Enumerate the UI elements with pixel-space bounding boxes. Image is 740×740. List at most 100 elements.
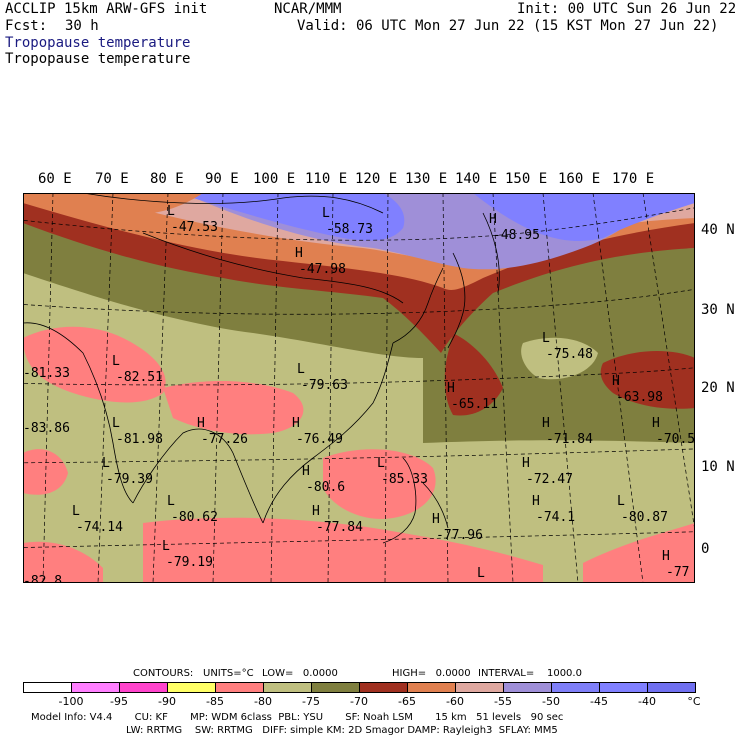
high-marker: H	[532, 494, 540, 509]
longitude-label: 80 E	[150, 171, 184, 187]
longitude-label: 140 E	[455, 171, 498, 187]
longitude-label: 130 E	[405, 171, 448, 187]
band-orange-patch	[23, 193, 203, 215]
init-time: Init: 00 UTC Sun 26 Jun 22	[517, 1, 737, 17]
high-marker: H	[662, 549, 670, 564]
extrema-value: -85.33	[381, 472, 428, 487]
legend-unit: °C	[687, 695, 701, 708]
high-marker: H	[292, 416, 300, 431]
low-marker: L	[167, 494, 175, 509]
light-patch-pacific	[521, 337, 598, 380]
legend-swatch	[551, 682, 600, 693]
extrema-value: -71.84	[546, 432, 593, 447]
latitude-label: 10 N	[701, 459, 735, 475]
forecast-label: Fcst:	[5, 18, 48, 34]
legend-tick-label: -70	[350, 695, 368, 708]
extrema-value: -47.53	[171, 220, 218, 235]
salmon-south-china-sea	[323, 449, 436, 519]
high-marker: H	[312, 504, 320, 519]
legend-swatch	[503, 682, 552, 693]
high-marker: H	[542, 416, 550, 431]
extrema-value: -82.8	[23, 574, 62, 583]
high-marker: H	[652, 416, 660, 431]
legend-swatch	[407, 682, 456, 693]
band-red-swirl	[444, 333, 503, 416]
extrema-value: -75.48	[546, 347, 593, 362]
extrema-value: -77.26	[201, 432, 248, 447]
legend-swatch	[359, 682, 408, 693]
extrema-value: -65.11	[451, 397, 498, 412]
tropopause-temperature-map: L-47.53L-58.73H-47.98H-48.95L-82.51L-79.…	[23, 193, 695, 583]
extrema-value: -47.98	[299, 262, 346, 277]
low-marker: L	[112, 354, 120, 369]
high-marker: H	[302, 464, 310, 479]
high-marker: H	[295, 246, 303, 261]
latitude-label: 30 N	[701, 302, 735, 318]
organization: NCAR/MMM	[274, 1, 342, 17]
map-frame	[23, 193, 695, 583]
extrema-value: -77.84	[316, 520, 363, 535]
legend-tick-label: -75	[302, 695, 320, 708]
legend-swatch	[263, 682, 312, 693]
extrema-value: -82.51	[116, 370, 163, 385]
extrema-value: -70.56	[656, 432, 695, 447]
extrema-value: -80.6	[306, 480, 345, 495]
longitude-label: 100 E	[253, 171, 296, 187]
legend-swatch	[599, 682, 648, 693]
extrema-value: -81.33	[23, 366, 70, 381]
extrema-value: -79.19	[166, 555, 213, 570]
contours-label: CONTOURS:	[133, 668, 194, 679]
contours-units: UNITS=°C	[203, 668, 254, 679]
model-info-line-1: Model Info: V4.4 CU: KF MP: WDM 6class P…	[31, 712, 564, 723]
low-marker: L	[377, 456, 385, 471]
legend-tick-label: -90	[158, 695, 176, 708]
longitude-label: 60 E	[38, 171, 72, 187]
low-marker: L	[112, 416, 120, 431]
legend-tick-label: -100	[58, 695, 84, 708]
low-marker: L	[102, 456, 110, 471]
map-extrema-labels: L-47.53L-58.73H-47.98H-48.95L-82.51L-79.…	[23, 204, 695, 583]
legend-tick-label: -80	[254, 695, 272, 708]
extrema-value: -74.14	[76, 520, 123, 535]
band-blue	[193, 193, 405, 241]
legend-tick-label: -45	[590, 695, 608, 708]
high-marker: H	[489, 212, 497, 227]
low-marker: L	[617, 494, 625, 509]
legend-tick-label: -65	[398, 695, 416, 708]
low-marker: L	[162, 539, 170, 554]
legend-tick-label: -50	[542, 695, 560, 708]
coastlines	[23, 193, 500, 544]
legend-tick-label: -55	[494, 695, 512, 708]
high-marker: H	[447, 381, 455, 396]
contours-interval: INTERVAL= 1000.0	[478, 668, 582, 679]
low-marker: L	[477, 566, 485, 581]
extrema-value: -81.98	[116, 432, 163, 447]
salmon-bottom	[143, 517, 543, 583]
legend-tick-label: -95	[110, 695, 128, 708]
legend-swatch	[311, 682, 360, 693]
high-marker: H	[432, 512, 440, 527]
legend-tick-label: -40	[638, 695, 656, 708]
extrema-value: -63.98	[616, 390, 663, 405]
longitude-label: 150 E	[505, 171, 548, 187]
extrema-value: -83.86	[23, 421, 70, 436]
extrema-value: -79.39	[106, 472, 153, 487]
longitude-label: 170 E	[612, 171, 655, 187]
high-marker: H	[522, 456, 530, 471]
salmon-west-coast	[23, 449, 68, 495]
extrema-value: -58.73	[326, 222, 373, 237]
contours-high: HIGH= 0.0000	[392, 668, 471, 679]
contours-low: LOW= 0.0000	[262, 668, 338, 679]
low-marker: L	[167, 204, 175, 219]
model-title: ACCLIP 15km ARW-GFS init	[5, 1, 208, 17]
latitude-label: 0	[701, 541, 710, 557]
extrema-value: -77.96	[436, 528, 483, 543]
extrema-value: -80.62	[171, 510, 218, 525]
extrema-value: -80.87	[621, 510, 668, 525]
extrema-value: -74.1	[536, 510, 575, 525]
latitude-label: 20 N	[701, 380, 735, 396]
band-red-east-patch	[600, 351, 695, 409]
low-marker: L	[297, 362, 305, 377]
low-marker: L	[542, 331, 550, 346]
legend-swatch	[119, 682, 168, 693]
